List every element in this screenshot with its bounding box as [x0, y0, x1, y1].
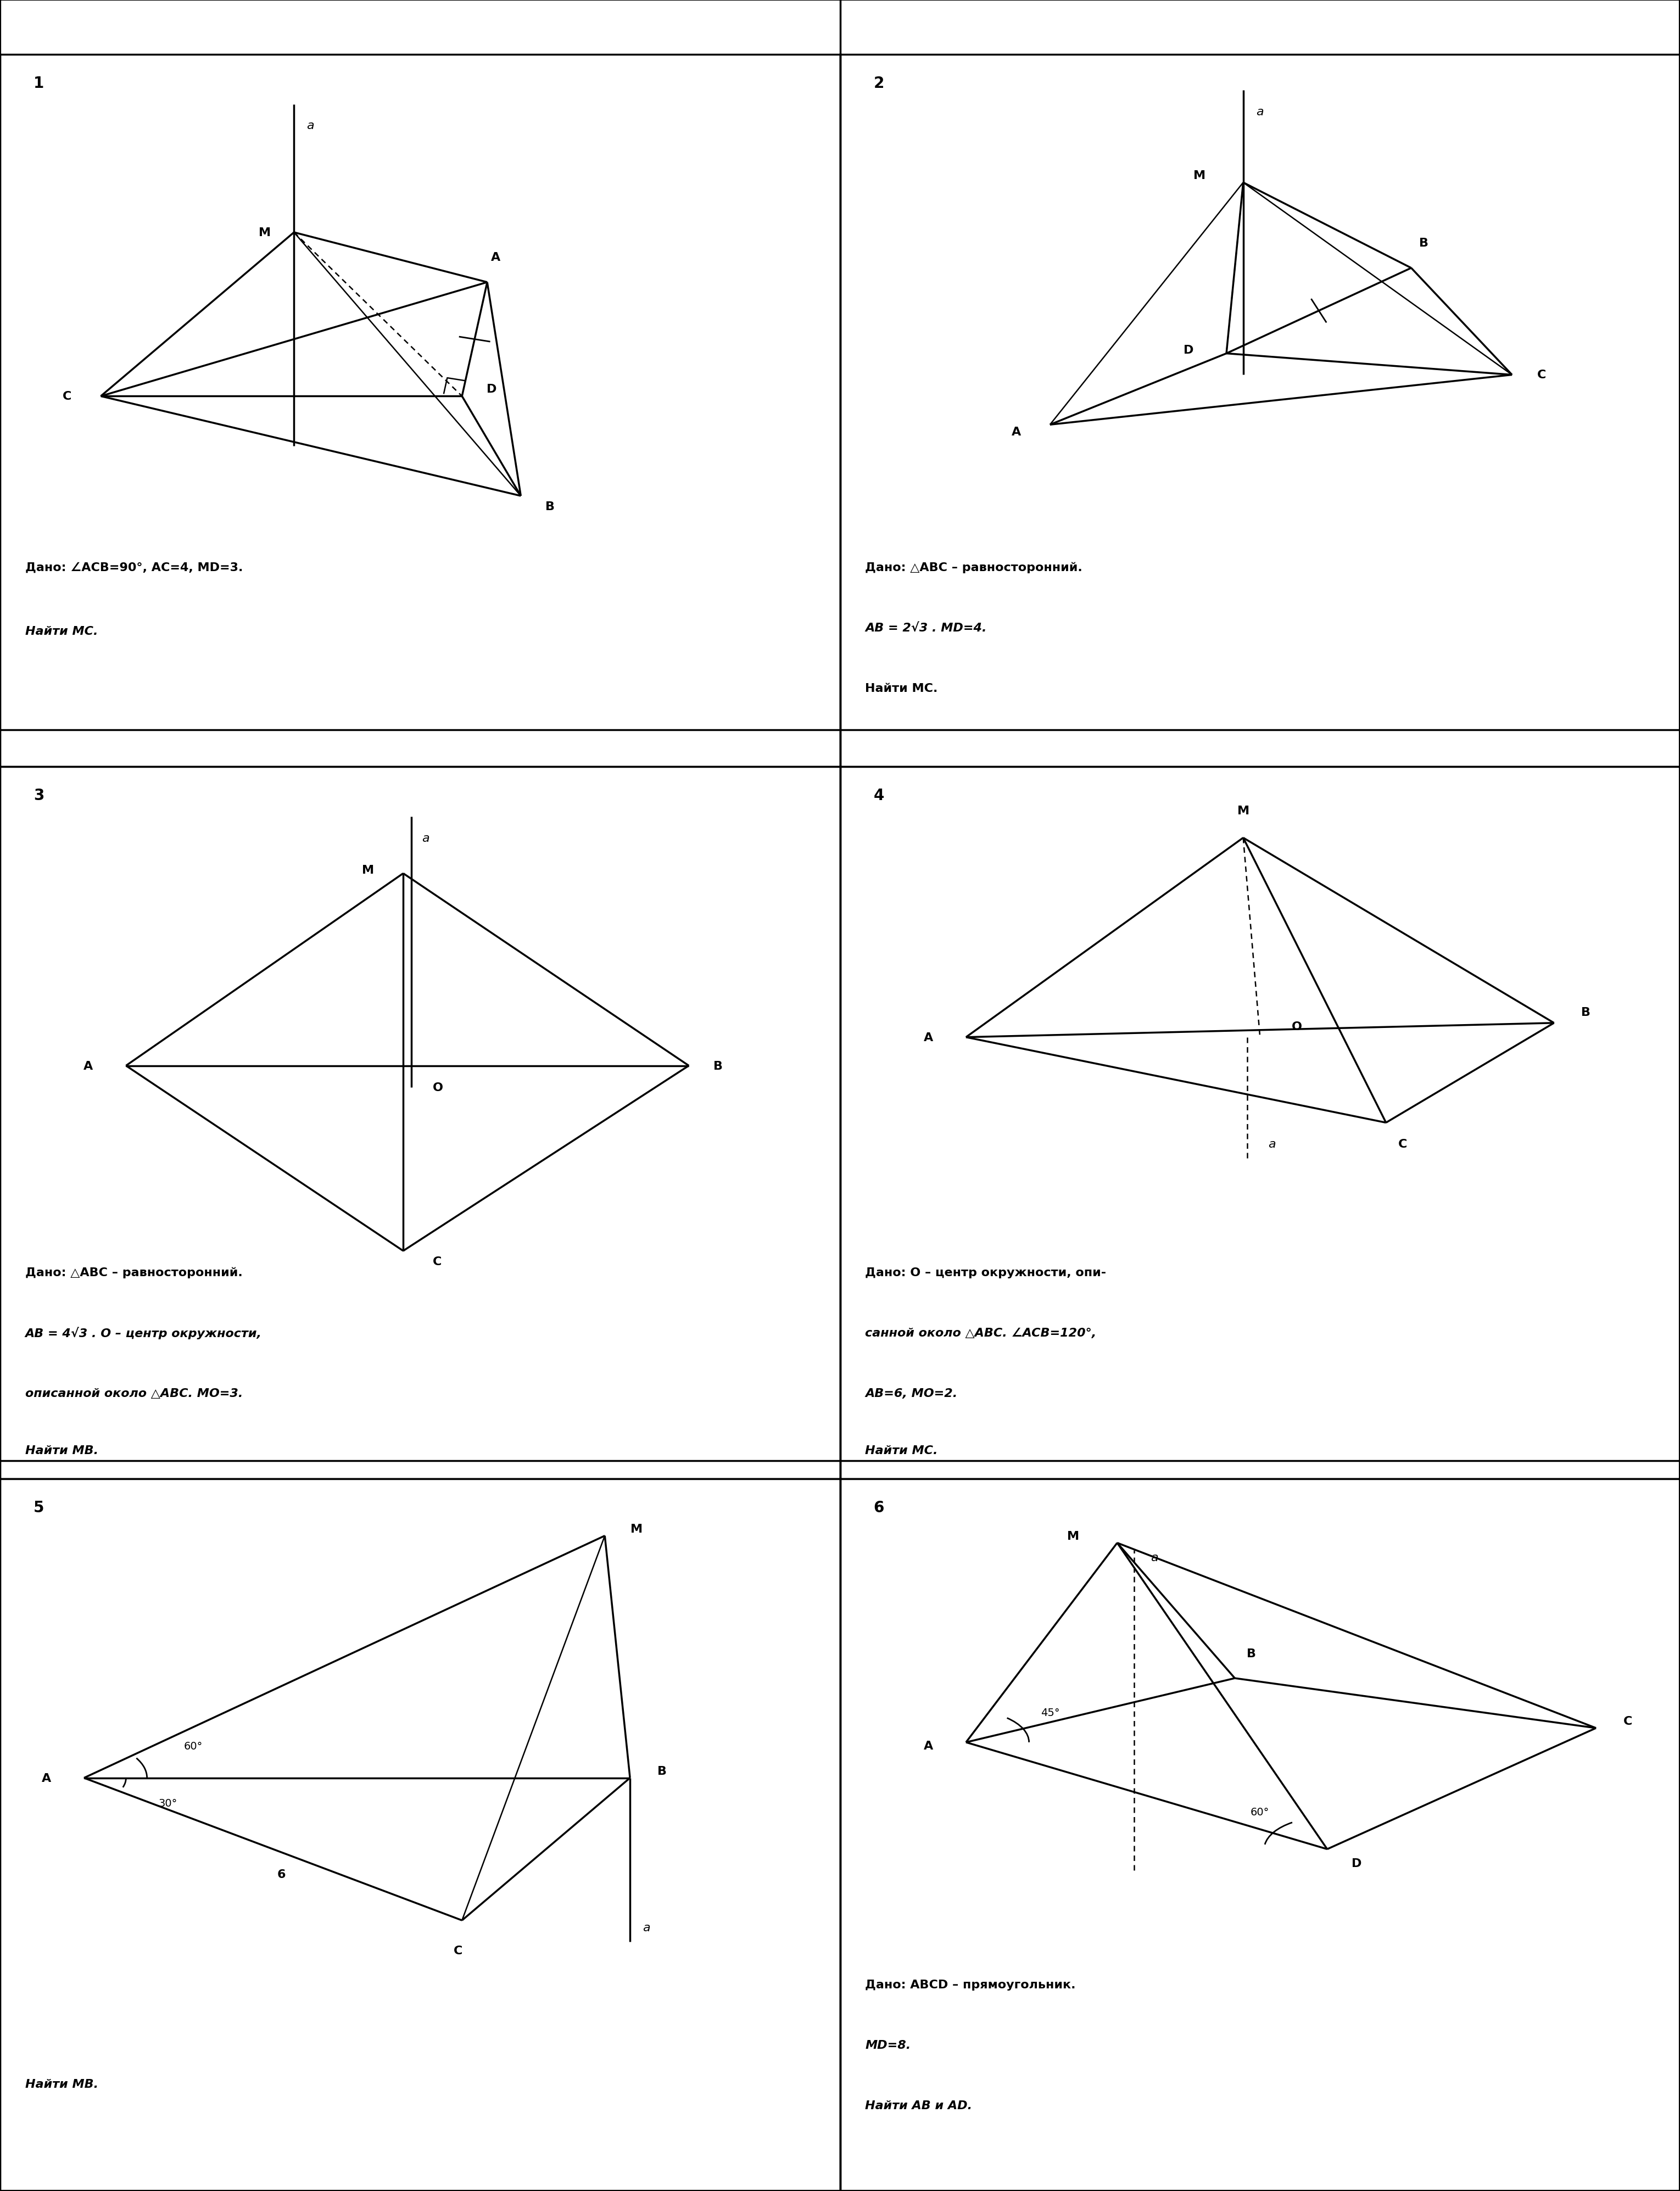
Text: A: A [491, 252, 501, 263]
Text: 6: 6 [277, 1869, 286, 1880]
Text: Дано: △ABC – равносторонний.: Дано: △ABC – равносторонний. [25, 1266, 242, 1277]
Text: A: A [1011, 427, 1021, 438]
Text: Дано: △ABC – равносторонний.: Дано: △ABC – равносторонний. [865, 561, 1082, 574]
Text: санной около △ABC. ∠ACB=120°,: санной около △ABC. ∠ACB=120°, [865, 1328, 1097, 1339]
Text: B: B [1420, 239, 1428, 250]
Text: B: B [657, 1766, 667, 1777]
Text: AB = 2√3 . MD=4.: AB = 2√3 . MD=4. [865, 622, 986, 633]
Text: O: O [1292, 1021, 1302, 1032]
Text: Найти MC.: Найти MC. [25, 627, 97, 638]
Text: A: A [42, 1773, 50, 1783]
Text: 4: 4 [874, 787, 884, 804]
Text: 6: 6 [874, 1499, 884, 1516]
Text: a: a [643, 1922, 650, 1932]
Text: 60°: 60° [183, 1740, 203, 1751]
Text: B: B [1581, 1008, 1591, 1019]
Text: Найти AB и AD.: Найти AB и AD. [865, 2099, 973, 2112]
Text: a: a [307, 121, 314, 131]
Text: M: M [1236, 806, 1250, 817]
Text: A: A [924, 1032, 932, 1043]
Text: AB = 4√3 . O – центр окружности,: AB = 4√3 . O – центр окружности, [25, 1328, 262, 1339]
Text: 45°: 45° [1040, 1707, 1060, 1718]
Text: D: D [486, 383, 497, 394]
Text: Найти MB.: Найти MB. [25, 1444, 99, 1457]
Text: 2: 2 [874, 74, 884, 92]
Text: Дано: ABCD – прямоугольник.: Дано: ABCD – прямоугольник. [865, 1978, 1075, 1989]
Text: C: C [1623, 1716, 1633, 1727]
Text: a: a [1151, 1551, 1158, 1562]
Text: B: B [714, 1060, 722, 1071]
Text: B: B [1247, 1648, 1257, 1659]
Text: 60°: 60° [1250, 1808, 1270, 1816]
Text: C: C [454, 1946, 462, 1957]
Text: A: A [924, 1740, 932, 1751]
Text: B: B [546, 502, 554, 513]
Text: D: D [1183, 344, 1194, 355]
Text: M: M [1193, 171, 1206, 182]
Text: Найти MB.: Найти MB. [25, 2079, 99, 2090]
Text: 30°: 30° [158, 1797, 178, 1808]
Text: O: O [433, 1082, 444, 1093]
Text: a: a [1255, 105, 1263, 118]
Text: AB=6, MO=2.: AB=6, MO=2. [865, 1387, 958, 1400]
Text: Найти MC.: Найти MC. [865, 684, 937, 695]
Text: Найти MC.: Найти MC. [865, 1444, 937, 1457]
Text: A: A [84, 1060, 92, 1071]
Text: C: C [433, 1255, 442, 1266]
Text: 3: 3 [34, 787, 44, 804]
Text: M: M [361, 865, 375, 876]
Text: C: C [62, 390, 72, 403]
Text: a: a [1268, 1139, 1275, 1150]
Text: Дано: ∠ACB=90°, AC=4, MD=3.: Дано: ∠ACB=90°, AC=4, MD=3. [25, 561, 244, 574]
Text: Дано: O – центр окружности, опи-: Дано: O – центр окружности, опи- [865, 1266, 1107, 1277]
Text: 5: 5 [34, 1499, 44, 1516]
Text: M: M [630, 1523, 643, 1534]
Text: M: M [259, 228, 270, 239]
Text: D: D [1351, 1858, 1362, 1869]
Text: описанной около △ABC. MO=3.: описанной около △ABC. MO=3. [25, 1387, 244, 1400]
Text: M: M [1067, 1529, 1079, 1542]
Text: a: a [422, 833, 428, 844]
Text: C: C [1537, 370, 1546, 381]
Text: MD=8.: MD=8. [865, 2040, 911, 2051]
Text: C: C [1398, 1139, 1408, 1150]
Text: 1: 1 [34, 74, 44, 92]
